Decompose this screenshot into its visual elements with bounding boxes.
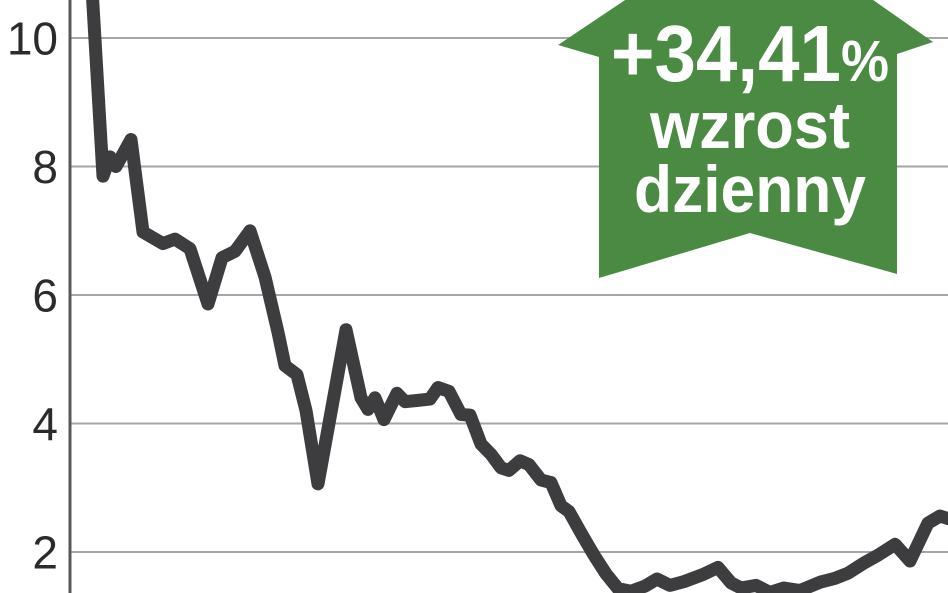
gain-percent-text: +34,41% — [611, 9, 889, 98]
y-tick-label-2: 2 — [32, 527, 58, 579]
y-tick-labels-group: 10 8 6 4 2 — [7, 13, 58, 579]
price-line — [86, 0, 948, 593]
percent-sign: % — [841, 29, 889, 94]
gain-percent-value: +34,41 — [611, 9, 841, 98]
gain-label-line1: wzrost — [649, 88, 850, 162]
y-tick-label-4: 4 — [32, 398, 58, 450]
gain-badge: +34,41% wzrost dzienny — [558, 0, 933, 278]
y-tick-label-10: 10 — [7, 13, 58, 65]
gain-label-line2: dzienny — [634, 152, 866, 226]
y-tick-label-6: 6 — [32, 270, 58, 322]
y-tick-label-8: 8 — [32, 141, 58, 193]
gain-badge-arrow — [558, 0, 933, 278]
